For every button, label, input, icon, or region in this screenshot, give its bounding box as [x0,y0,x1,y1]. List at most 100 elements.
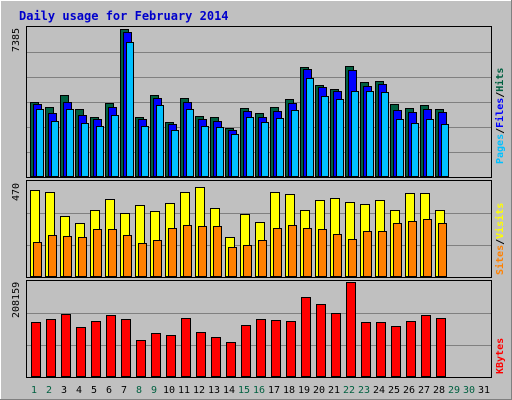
day-label-2: 2 [46,385,52,396]
day-label-24: 24 [373,385,385,396]
bar-kbytes-day-16 [256,319,266,377]
bar-kbytes-day-18 [286,321,296,377]
bar-pages-day-22 [351,91,359,177]
bar-kbytes-day-7 [121,319,131,377]
series-label-kbytes: KBytes [495,338,506,374]
series-label-files: Files [494,98,506,128]
panel-3-ymax-label: 208159 [11,282,22,318]
bar-sites-day-14 [228,247,237,277]
bar-kbytes-day-4 [76,327,86,377]
panel-visits-sites: 470 Sites/Visits [11,180,506,278]
bar-kbytes-day-9 [151,333,161,377]
bar-kbytes-day-8 [136,340,146,377]
day-label-12: 12 [193,385,205,396]
bar-sites-day-24 [378,231,387,277]
day-label-4: 4 [76,385,82,396]
bar-sites-day-16 [258,240,267,277]
bar-kbytes-day-14 [226,342,236,377]
bar-kbytes-day-17 [271,320,281,377]
bar-kbytes-day-3 [61,314,71,377]
bar-kbytes-day-6 [106,315,116,377]
bar-sites-day-3 [63,236,72,277]
bar-kbytes-day-24 [376,322,386,377]
bar-kbytes-day-5 [91,321,101,377]
bar-kbytes-day-11 [181,318,191,377]
bar-pages-day-28 [441,124,449,177]
day-label-16: 16 [253,385,265,396]
bar-sites-day-9 [153,240,162,277]
panel-1-ymax-label: 7385 [11,28,22,52]
day-label-25: 25 [388,385,400,396]
bar-sites-day-22 [348,239,357,277]
panel-1-bars [30,29,449,177]
bar-sites-day-4 [78,237,87,277]
bar-sites-day-11 [183,225,192,277]
bar-kbytes-day-10 [166,335,176,377]
day-label-19: 19 [298,385,310,396]
panel-3-bars [31,282,446,377]
bar-pages-day-23 [366,91,374,177]
bar-sites-day-28 [438,223,447,277]
bar-pages-day-27 [426,119,434,177]
panel-2-bars [30,187,447,277]
day-label-31: 31 [478,385,490,396]
day-label-21: 21 [328,385,340,396]
bar-pages-day-14 [231,134,239,177]
day-label-15: 15 [238,385,250,396]
x-axis-day-labels: 1 2 3 4 5 6 7 8 9 10 11 12 13 14 15 16 17 18 19 20 21 22 23 24 2… [31,385,490,396]
day-label-26: 26 [403,385,415,396]
bar-pages-day-12 [201,126,209,177]
bar-pages-day-25 [396,119,404,177]
bar-sites-day-17 [273,228,282,277]
bar-kbytes-day-26 [406,321,416,377]
bar-sites-day-23 [363,231,372,277]
bar-kbytes-day-22 [346,282,356,377]
bar-pages-day-26 [411,123,419,177]
series-label-separator: / [495,239,506,245]
panel-3-series-label: KBytes [495,338,506,374]
day-label-1: 1 [31,385,37,396]
bar-kbytes-day-19 [301,297,311,377]
day-label-23: 23 [358,385,370,396]
bar-kbytes-day-25 [391,326,401,377]
bar-pages-day-21 [336,99,344,177]
bar-pages-day-17 [276,118,284,177]
bar-kbytes-day-1 [31,322,41,377]
day-label-27: 27 [418,385,430,396]
bar-kbytes-day-12 [196,332,206,377]
bar-sites-day-19 [303,228,312,277]
bar-sites-day-6 [108,229,117,277]
bar-pages-day-6 [111,115,119,177]
bar-pages-day-9 [156,105,164,177]
panel-hits-files-pages: 7385 Pages/Files/Hits [11,26,506,178]
bar-sites-day-20 [318,229,327,277]
day-label-11: 11 [178,385,190,396]
day-label-5: 5 [91,385,97,396]
series-label-visits: Visits [494,203,506,239]
bar-pages-day-3 [66,109,74,177]
bar-pages-day-5 [96,126,104,177]
bar-kbytes-day-13 [211,337,221,377]
series-label-sites: Sites [494,245,506,275]
bar-pages-day-8 [141,126,149,177]
day-label-3: 3 [61,385,67,396]
day-label-6: 6 [106,385,112,396]
bar-pages-day-16 [261,122,269,177]
series-label-separator: / [495,92,506,98]
bar-kbytes-day-15 [241,325,251,377]
bar-pages-day-7 [126,42,134,177]
bar-sites-day-7 [123,235,132,277]
bar-pages-day-13 [216,127,224,177]
bar-sites-day-21 [333,234,342,277]
bar-sites-day-27 [423,219,432,277]
bar-pages-day-2 [51,121,59,177]
day-label-13: 13 [208,385,220,396]
bar-pages-day-24 [381,92,389,177]
bar-pages-day-10 [171,130,179,177]
day-label-29: 29 [448,385,460,396]
day-label-14: 14 [223,385,235,396]
series-label-hits: Hits [494,68,506,92]
bar-kbytes-day-27 [421,315,431,377]
bar-sites-day-2 [48,235,57,277]
